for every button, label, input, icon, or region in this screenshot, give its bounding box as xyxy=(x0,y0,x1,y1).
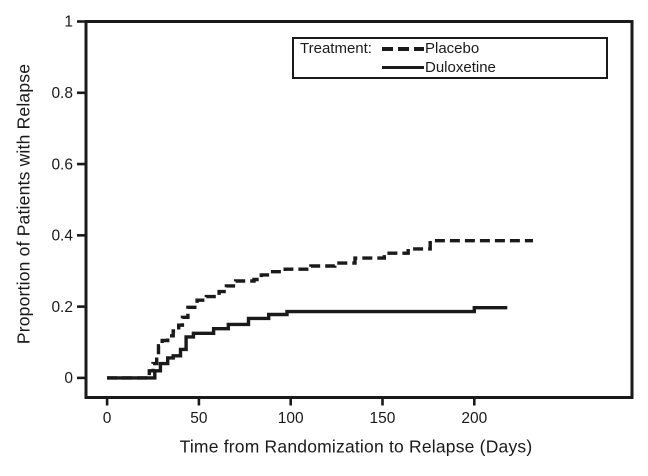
legend-row-placebo: Treatment: Placebo xyxy=(300,40,606,57)
y-tick-label: 0 xyxy=(64,370,73,387)
x-axis-title: Time from Randomization to Relapse (Days… xyxy=(179,436,533,457)
legend-title: Treatment: xyxy=(300,40,372,57)
legend-label-duloxetine: Duloxetine xyxy=(425,59,496,76)
y-tick-label: 0.6 xyxy=(51,156,73,173)
plot-border xyxy=(84,20,634,399)
y-tick-label: 0.2 xyxy=(51,299,73,316)
y-axis-title: Proportion of Patients with Relapse xyxy=(13,63,34,345)
y-tick-label: 0.4 xyxy=(51,228,73,245)
duloxetine-curve xyxy=(107,306,508,380)
y-tick-label: 0.8 xyxy=(51,85,73,102)
x-tick-label: 100 xyxy=(278,410,304,427)
placebo-dashed-line-icon xyxy=(382,46,424,51)
x-tick-label: 200 xyxy=(461,410,487,427)
x-tick-label: 50 xyxy=(190,410,208,427)
legend-label-placebo: Placebo xyxy=(425,40,480,57)
x-tick-label: 0 xyxy=(103,410,112,427)
x-tick-label: 150 xyxy=(370,410,396,427)
duloxetine-solid-line-icon xyxy=(382,65,424,70)
legend-row-duloxetine: Duloxetine xyxy=(300,59,606,76)
placebo-curve xyxy=(107,239,533,380)
y-tick-label: 1 xyxy=(64,14,73,31)
legend: Treatment: Placebo Duloxetine xyxy=(292,37,608,79)
